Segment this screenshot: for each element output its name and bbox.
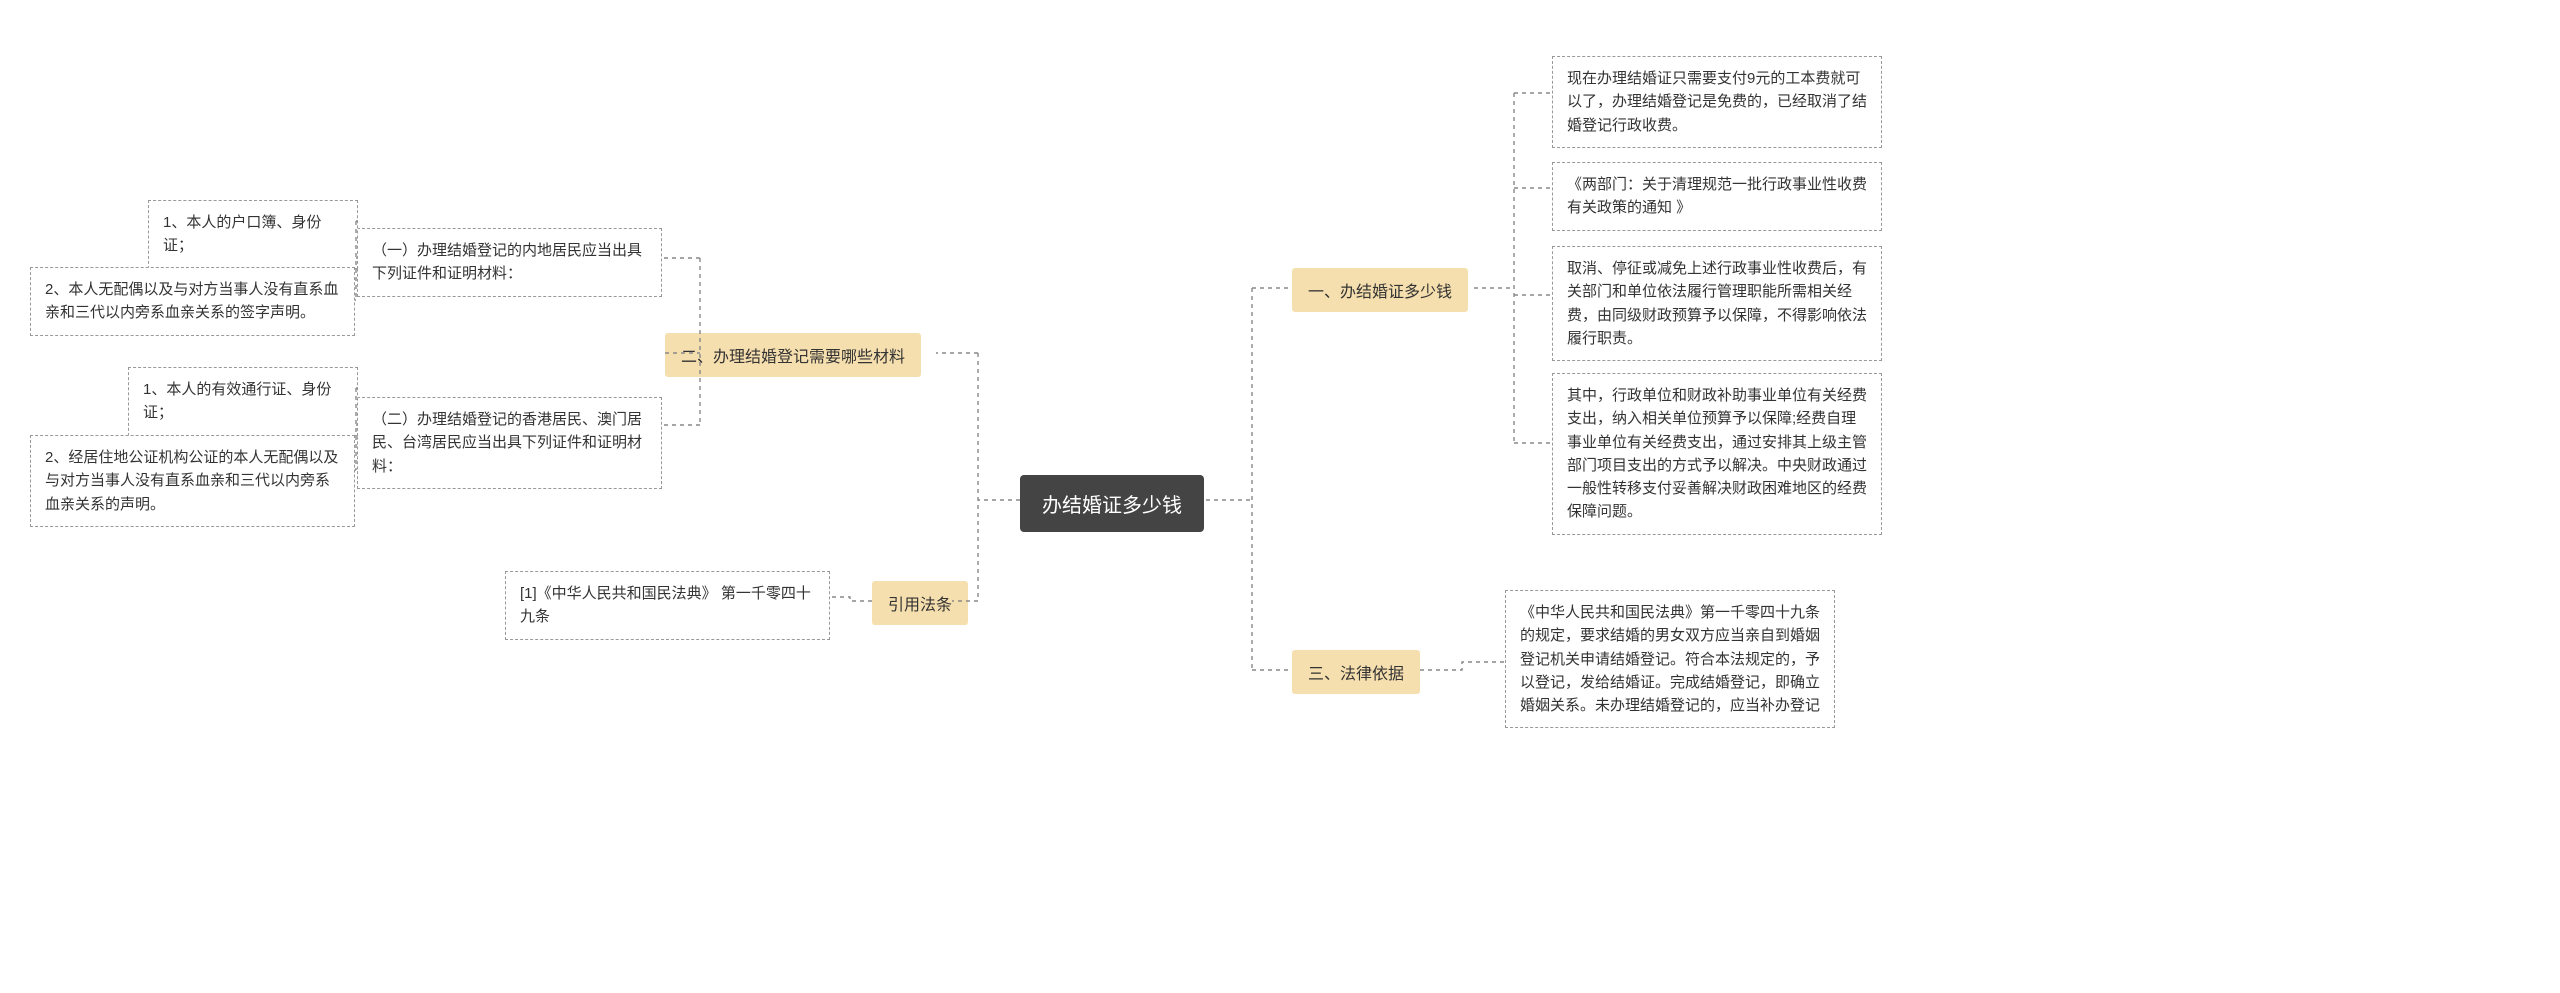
mindmap-connectors (0, 0, 2560, 993)
leaf-m2-1: 1、本人的有效通行证、身份证； (128, 367, 358, 436)
leaf-cite-1: [1]《中华人民共和国民法典》 第一千零四十九条 (505, 571, 830, 640)
branch-materials: 二、办理结婚登记需要哪些材料 (665, 333, 921, 377)
leaf-cost-3: 取消、停征或减免上述行政事业性收费后，有关部门和单位依法履行管理职能所需相关经费… (1552, 246, 1882, 361)
leaf-cost-2: 《两部门：关于清理规范一批行政事业性收费有关政策的通知 》 (1552, 162, 1882, 231)
leaf-cost-1: 现在办理结婚证只需要支付9元的工本费就可以了，办理结婚登记是免费的，已经取消了结… (1552, 56, 1882, 148)
branch-law: 三、法律依据 (1292, 650, 1420, 694)
root-node: 办结婚证多少钱 (1020, 475, 1204, 532)
branch-cost: 一、办结婚证多少钱 (1292, 268, 1468, 312)
leaf-m1-1: 1、本人的户口簿、身份证； (148, 200, 358, 269)
branch-cite: 引用法条 (872, 581, 968, 625)
leaf-m2-2: 2、经居住地公证机构公证的本人无配偶以及与对方当事人没有直系血亲和三代以内旁系血… (30, 435, 355, 527)
leaf-cost-4: 其中，行政单位和财政补助事业单位有关经费支出，纳入相关单位预算予以保障;经费自理… (1552, 373, 1882, 535)
leaf-law-1: 《中华人民共和国民法典》第一千零四十九条的规定，要求结婚的男女双方应当亲自到婚姻… (1505, 590, 1835, 728)
sub-materials-2: （二）办理结婚登记的香港居民、澳门居民、台湾居民应当出具下列证件和证明材料： (357, 397, 662, 489)
leaf-m1-2: 2、本人无配偶以及与对方当事人没有直系血亲和三代以内旁系血亲关系的签字声明。 (30, 267, 355, 336)
sub-materials-1: （一）办理结婚登记的内地居民应当出具下列证件和证明材料： (357, 228, 662, 297)
